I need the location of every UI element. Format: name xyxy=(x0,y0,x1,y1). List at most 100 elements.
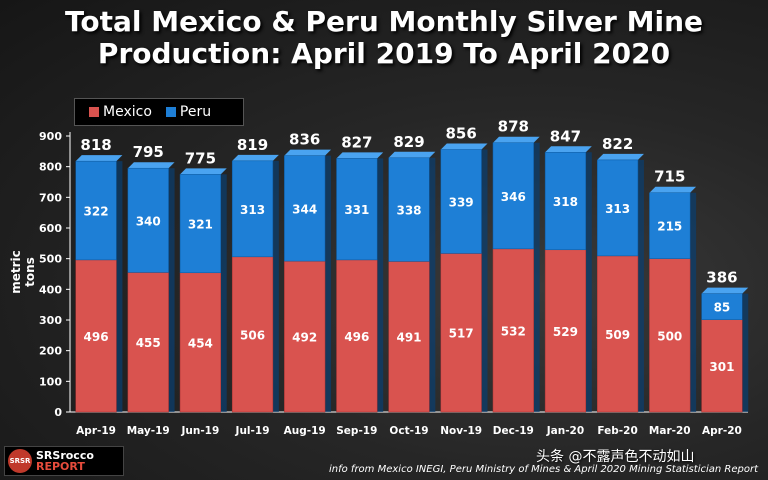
data-label-mexico-Sep-19: 496 xyxy=(344,330,369,344)
y-tick-label: 800 xyxy=(39,161,62,174)
bar-mexico-Apr-20 xyxy=(701,319,743,413)
legend: Mexico Peru xyxy=(74,98,244,126)
data-label-peru-Nov-19: 339 xyxy=(449,195,474,209)
bar-side-Mar-20 xyxy=(690,192,697,412)
bar-top-Jun-19 xyxy=(180,168,227,175)
data-label-mexico-Jun-19: 454 xyxy=(188,336,213,350)
data-label-peru-Jul-19: 313 xyxy=(240,203,265,217)
x-tick-label-Jan-20: Jan-20 xyxy=(546,425,584,437)
legend-item-peru: Peru xyxy=(165,104,212,120)
data-label-total-Jun-19: 775 xyxy=(185,149,216,167)
x-tick-label-Mar-20: Mar-20 xyxy=(649,425,691,437)
bar-side-Apr-19 xyxy=(116,161,123,412)
y-tick-label: 400 xyxy=(39,283,62,296)
data-label-total-Oct-19: 829 xyxy=(393,133,424,151)
bar-top-Mar-20 xyxy=(649,186,697,193)
bar-peru-Oct-19 xyxy=(388,157,430,262)
data-label-peru-Sep-19: 331 xyxy=(344,203,369,217)
bar-side-Jul-19 xyxy=(272,160,279,412)
data-label-mexico-Nov-19: 517 xyxy=(449,327,474,341)
data-label-mexico-Feb-20: 509 xyxy=(605,328,630,342)
y-tick-label: 500 xyxy=(39,253,62,266)
data-label-total-Mar-20: 715 xyxy=(654,168,685,186)
bar-peru-Feb-20 xyxy=(597,159,639,257)
data-label-mexico-Oct-19: 491 xyxy=(396,331,421,345)
bar-top-Jan-20 xyxy=(545,146,592,153)
x-tick-label-Apr-19: Apr-19 xyxy=(76,425,116,437)
y-tick-label: 600 xyxy=(39,222,62,235)
x-tick-label-Feb-20: Feb-20 xyxy=(597,425,637,437)
data-label-mexico-Dec-19: 532 xyxy=(501,324,526,338)
data-label-mexico-Jul-19: 506 xyxy=(240,328,265,342)
bar-side-Jan-20 xyxy=(585,152,592,412)
data-label-mexico-Apr-20: 301 xyxy=(709,360,734,374)
y-tick-label: 300 xyxy=(39,314,62,327)
bar-side-May-19 xyxy=(168,168,175,412)
bar-peru-Jul-19 xyxy=(231,160,274,258)
x-tick-label-May-19: May-19 xyxy=(127,425,170,437)
x-tick-label-Oct-19: Oct-19 xyxy=(389,425,428,437)
bar-peru-Jun-19 xyxy=(179,174,221,274)
bar-mexico-Apr-19 xyxy=(75,259,117,413)
bar-mexico-Feb-20 xyxy=(597,255,639,413)
data-label-total-Nov-19: 856 xyxy=(445,124,476,142)
legend-label-mexico: Mexico xyxy=(103,104,152,120)
bar-top-Jul-19 xyxy=(232,154,279,161)
legend-swatch-peru xyxy=(165,107,176,117)
y-tick-label: 700 xyxy=(39,191,62,204)
legend-label-peru: Peru xyxy=(179,104,212,120)
bar-side-Feb-20 xyxy=(637,159,644,412)
bar-mexico-Nov-19 xyxy=(440,253,482,413)
bar-peru-Sep-19 xyxy=(336,158,378,261)
x-tick-label-Aug-19: Aug-19 xyxy=(284,425,326,437)
bar-top-Apr-20 xyxy=(701,287,749,294)
bar-mexico-Dec-19 xyxy=(492,248,534,413)
logo-text: SRSrocco REPORT xyxy=(36,450,94,472)
bar-mexico-Sep-19 xyxy=(336,259,378,413)
bar-peru-Nov-19 xyxy=(440,149,482,254)
bar-side-Oct-19 xyxy=(429,157,436,412)
data-label-total-Aug-19: 836 xyxy=(289,131,320,149)
y-tick-label: 0 xyxy=(54,406,62,419)
bar-peru-Aug-19 xyxy=(284,155,326,262)
source-note: info from Mexico INEGI, Peru Ministry of… xyxy=(328,464,758,475)
bar-mexico-Jan-20 xyxy=(544,249,587,413)
bar-side-Apr-20 xyxy=(742,293,749,412)
data-label-total-Jan-20: 847 xyxy=(550,127,581,145)
bar-top-Feb-20 xyxy=(597,153,644,160)
bar-peru-Apr-20 xyxy=(701,293,743,320)
bar-top-Aug-19 xyxy=(284,149,332,156)
bar-top-Apr-19 xyxy=(75,155,123,162)
y-tick-label: 200 xyxy=(39,345,62,358)
logo-line2: REPORT xyxy=(36,460,85,473)
bar-mexico-Aug-19 xyxy=(284,260,326,413)
data-label-peru-Dec-19: 346 xyxy=(501,190,526,204)
data-label-total-Jul-19: 819 xyxy=(237,136,268,154)
data-label-peru-Feb-20: 313 xyxy=(605,202,630,216)
chart-title: Total Mexico & Peru Monthly Silver Mine … xyxy=(65,5,703,70)
bar-mexico-Oct-19 xyxy=(388,261,430,413)
bar-mexico-May-19 xyxy=(127,272,169,413)
legend-swatch-mexico xyxy=(89,107,99,117)
data-label-peru-May-19: 340 xyxy=(136,214,161,228)
data-label-peru-Oct-19: 338 xyxy=(396,204,421,218)
x-tick-label-Nov-19: Nov-19 xyxy=(440,425,482,437)
bar-side-Jun-19 xyxy=(220,174,227,412)
bar-peru-Dec-19 xyxy=(492,142,534,250)
data-label-peru-Apr-19: 322 xyxy=(84,205,109,219)
bar-mexico-Jul-19 xyxy=(231,256,274,413)
bar-top-Oct-19 xyxy=(388,151,436,158)
bar-side-Sep-19 xyxy=(377,158,384,412)
x-tick-label-Jun-19: Jun-19 xyxy=(180,425,219,437)
data-label-mexico-May-19: 455 xyxy=(136,336,161,350)
bar-peru-Jan-20 xyxy=(544,152,587,251)
data-label-mexico-Aug-19: 492 xyxy=(292,331,317,345)
data-label-total-May-19: 795 xyxy=(133,143,164,161)
data-label-total-Sep-19: 827 xyxy=(341,133,372,151)
watermark: 头条 @不露声色不动如山 xyxy=(536,449,695,465)
x-tick-label-Apr-20: Apr-20 xyxy=(702,425,742,437)
x-tick-label-Jul-19: Jul-19 xyxy=(235,425,270,437)
data-label-total-Feb-20: 822 xyxy=(602,135,633,153)
x-tick-label-Sep-19: Sep-19 xyxy=(336,425,377,437)
logo-badge-icon: SRSR xyxy=(8,449,32,473)
